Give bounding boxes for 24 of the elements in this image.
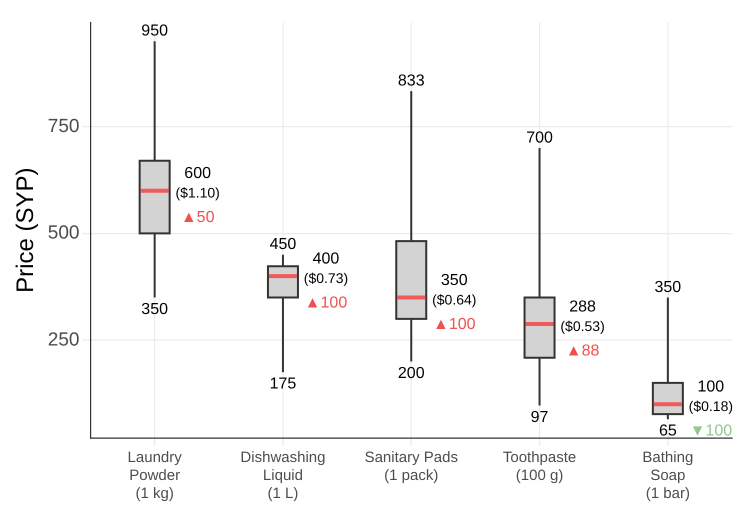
y-tick-label: 750: [48, 116, 80, 137]
y-axis-title: Price (SYP): [12, 168, 40, 293]
annotation: 833: [398, 72, 425, 90]
annotation: 600 ($1.10) ▲50: [175, 165, 220, 226]
annotation: 450: [270, 236, 296, 254]
annotation: 97: [530, 408, 549, 426]
annotation: 288 ($0.53) ▲88: [560, 298, 605, 360]
annotation: 350: [141, 300, 168, 318]
annotation: 400 ($0.73) ▲100: [304, 250, 348, 312]
annotation: 175: [270, 376, 296, 393]
annotation: 700: [526, 129, 553, 146]
x-tick-label: Laundry Powder (1 kg): [128, 449, 182, 502]
annotation: 350 ($0.64) ▲100: [432, 272, 476, 333]
x-tick-label: Sanitary Pads (1 pack): [364, 449, 458, 484]
annotation: 350: [654, 278, 682, 296]
x-tick-label: Bathing Soap (1 bar): [642, 449, 694, 502]
x-tick-label: Toothpaste (100 g): [502, 449, 576, 484]
y-tick-label: 250: [48, 329, 80, 350]
annotation: 950: [141, 22, 168, 40]
x-tick-label: Dishwashing Liquid (1 L): [240, 449, 326, 502]
annotation: 200: [398, 364, 425, 382]
annotation: 100 ($0.18) ▼100: [688, 378, 734, 440]
annotation: 65: [658, 422, 677, 440]
y-tick-label: 500: [48, 222, 80, 244]
